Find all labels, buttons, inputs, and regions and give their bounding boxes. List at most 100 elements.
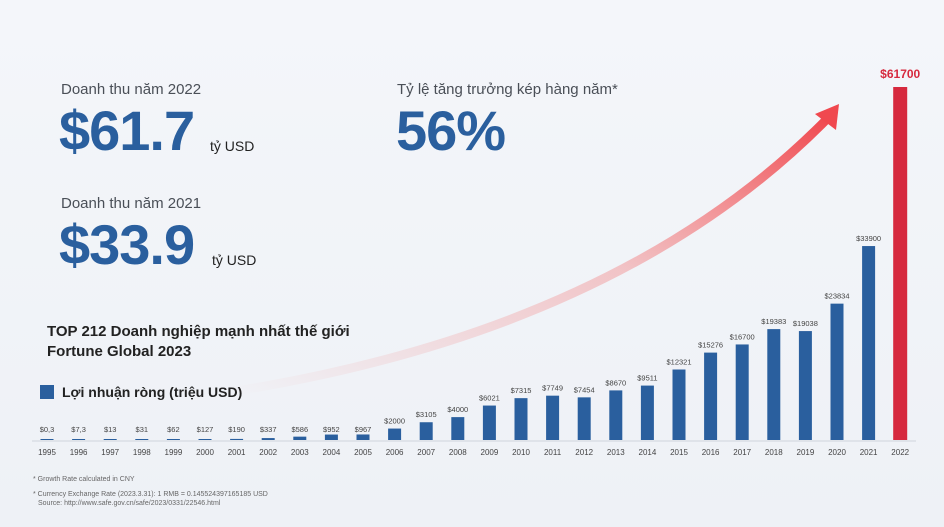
tick-label-2010: 2010 [512,448,530,457]
chart-legend: Lợi nhuận ròng (triệu USD) [40,384,242,400]
bar-1998 [135,439,149,440]
bar-1996 [72,439,86,440]
data-label-2017: $16700 [730,332,755,341]
tick-label-2000: 2000 [196,448,214,457]
bar-2009 [482,405,496,440]
tick-label-2017: 2017 [733,448,751,457]
tick-label-1997: 1997 [101,448,119,457]
revenue-2021-unit: tỷ USD [212,252,257,268]
data-label-1998: $31 [136,425,149,434]
tick-label-1998: 1998 [133,448,151,457]
data-label-2000: $127 [197,425,214,434]
revenue-2022-value: $61.7 [59,99,195,162]
legend-label: Lợi nhuận ròng (triệu USD) [62,384,243,400]
bar-2014 [640,385,654,440]
bar-2010 [514,398,528,440]
tick-label-2008: 2008 [449,448,467,457]
data-label-2003: $586 [291,425,308,434]
revenue-2022-label: Doanh thu năm 2022 [61,81,202,98]
bar-2012 [577,397,591,440]
revenue-2022-unit: tỷ USD [210,138,255,154]
data-label-2016: $15276 [698,341,723,350]
data-label-2007: $3105 [416,410,437,419]
bar-1995 [40,439,54,440]
revenue-2021-value: $33.9 [59,213,195,276]
bar-2004 [324,434,338,440]
bar-2008 [451,417,465,440]
data-label-2022: $61700 [880,67,920,81]
chart-title: TOP 212 Doanh nghiệp mạnh nhất thế giới … [47,322,350,362]
bar-2006 [388,428,402,440]
tick-label-2019: 2019 [797,448,815,457]
tick-label-2005: 2005 [354,448,372,457]
tick-label-2009: 2009 [481,448,499,457]
bar-2002 [261,438,275,440]
data-label-2010: $7315 [511,386,532,395]
data-label-1999: $62 [167,425,180,434]
tick-label-2013: 2013 [607,448,625,457]
growth-arrow-head [815,104,839,130]
revenue-2021-label: Doanh thu năm 2021 [61,195,202,212]
bar-2011 [546,395,560,440]
bar-2020 [830,303,844,440]
data-label-2004: $952 [323,425,340,434]
tick-label-2011: 2011 [544,448,562,457]
footnote-fx: * Currency Exchange Rate (2023.3.31): 1 … [33,491,268,498]
bar-1999 [166,439,180,440]
bar-2007 [419,422,433,440]
data-label-2001: $190 [228,425,245,434]
bar-2018 [767,329,781,440]
footnote-source: Source: http://www.safe.gov.cn/safe/2023… [38,500,221,507]
data-label-2009: $6021 [479,394,500,403]
data-label-1997: $13 [104,425,117,434]
data-label-2011: $7749 [542,384,563,393]
tick-label-2015: 2015 [670,448,688,457]
tick-label-2001: 2001 [228,448,246,457]
data-label-2014: $9511 [637,374,657,383]
tick-label-2012: 2012 [575,448,593,457]
bar-2000 [198,439,212,440]
cagr-value: 56% [396,99,506,162]
data-label-2013: $8670 [605,378,626,387]
cagr-label: Tỷ lệ tăng trưởng kép hàng năm* [397,81,618,98]
bar-2019 [798,331,812,440]
bar-2001 [230,438,244,440]
bar-2003 [293,436,307,440]
bar-2022 [893,87,908,440]
tick-label-2007: 2007 [417,448,435,457]
tick-label-2016: 2016 [702,448,720,457]
tick-label-2003: 2003 [291,448,309,457]
data-label-2021: $33900 [856,234,881,243]
tick-label-2004: 2004 [323,448,341,457]
tick-label-2021: 2021 [860,448,878,457]
data-label-2018: $19383 [761,317,786,326]
data-label-2015: $12321 [666,358,691,367]
tick-label-2002: 2002 [259,448,277,457]
bar-2005 [356,434,370,440]
bar-2016 [704,352,718,440]
data-label-2012: $7454 [574,385,595,394]
data-label-2005: $967 [355,425,372,434]
tick-label-1996: 1996 [70,448,88,457]
data-label-2019: $19038 [793,319,818,328]
legend-swatch [40,385,54,399]
bar-2015 [672,369,686,440]
tick-label-1999: 1999 [165,448,183,457]
bar-2013 [609,390,623,440]
data-label-2006: $2000 [384,417,405,426]
data-label-2002: $337 [260,425,277,434]
tick-label-1995: 1995 [38,448,56,457]
data-label-1995: $0,3 [40,425,55,434]
tick-label-2006: 2006 [386,448,404,457]
tick-label-2020: 2020 [828,448,846,457]
bar-2021 [862,246,876,440]
tick-label-2018: 2018 [765,448,783,457]
growth-arrow-curve [225,113,833,397]
data-label-2020: $23834 [824,292,849,301]
data-label-2008: $4000 [447,405,468,414]
chart-title-line1: TOP 212 Doanh nghiệp mạnh nhất thế giới [47,323,350,340]
tick-label-2022: 2022 [891,448,909,457]
tick-label-2014: 2014 [639,448,657,457]
bar-2017 [735,344,749,440]
